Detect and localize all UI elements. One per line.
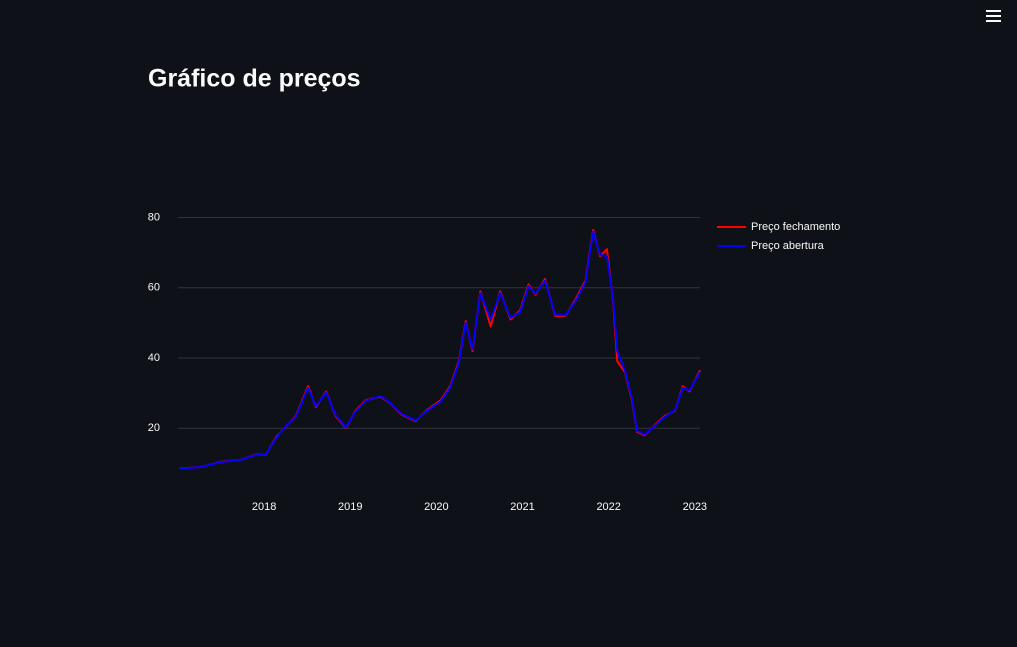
menu-button[interactable] [986,10,1001,22]
legend-label: Preço abertura [751,240,825,252]
y-tick-label: 40 [148,352,160,364]
x-tick-label: 2019 [338,501,362,513]
x-tick-label: 2023 [683,501,707,513]
menu-bar [986,20,1001,22]
x-tick-label: 2022 [596,501,620,513]
menu-bar [986,15,1001,17]
x-tick-label: 2018 [252,501,276,513]
legend-label: Preço fechamento [751,221,840,233]
price-line [179,230,701,471]
y-tick-label: 60 [148,282,160,294]
menu-bar [986,10,1001,12]
page-title: Gráfico de preços [148,65,361,93]
y-tick-label: 80 [148,211,160,223]
y-tick-label: 20 [148,422,160,434]
x-tick-label: 2020 [424,501,448,513]
x-tick-label: 2021 [510,501,534,513]
